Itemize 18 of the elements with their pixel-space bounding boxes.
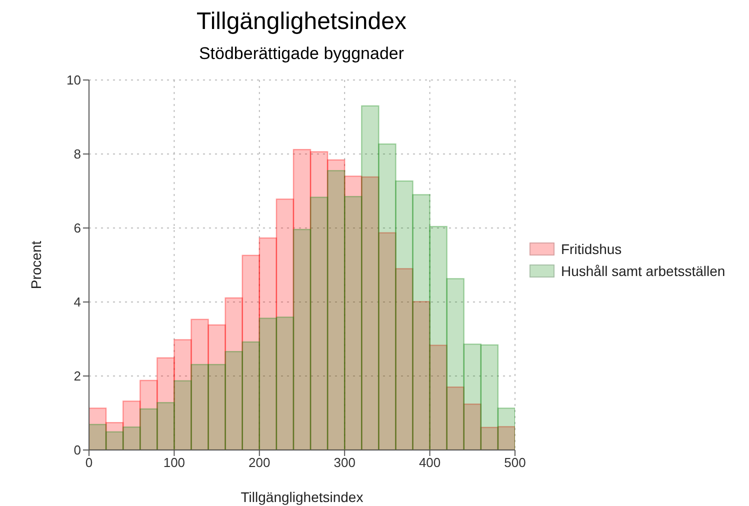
legend-label: Fritidshus: [561, 241, 622, 257]
x-axis-title: Tillgänglighetsindex: [240, 489, 364, 505]
chart-title: Tillgänglighetsindex: [196, 8, 408, 36]
legend-label: Hushåll samt arbetsställen: [561, 263, 726, 279]
x-tick-label: 500: [504, 455, 526, 470]
y-tick-label: 2: [74, 368, 81, 384]
y-tick-label: 0: [74, 442, 81, 458]
x-tick-label: 400: [418, 455, 441, 470]
y-tick-label: 6: [74, 220, 81, 236]
x-tick-label: 200: [248, 455, 270, 470]
x-tick-label: 0: [85, 455, 93, 470]
x-tick-label: 300: [334, 455, 356, 470]
y-tick-label: 4: [74, 294, 81, 310]
chart-subtitle: Stödberättigade byggnader: [198, 44, 406, 64]
x-tick-label: 100: [163, 455, 186, 470]
y-tick-label: 8: [74, 146, 81, 162]
y-axis-title: Procent: [28, 240, 44, 290]
y-tick-label: 10: [66, 72, 81, 88]
